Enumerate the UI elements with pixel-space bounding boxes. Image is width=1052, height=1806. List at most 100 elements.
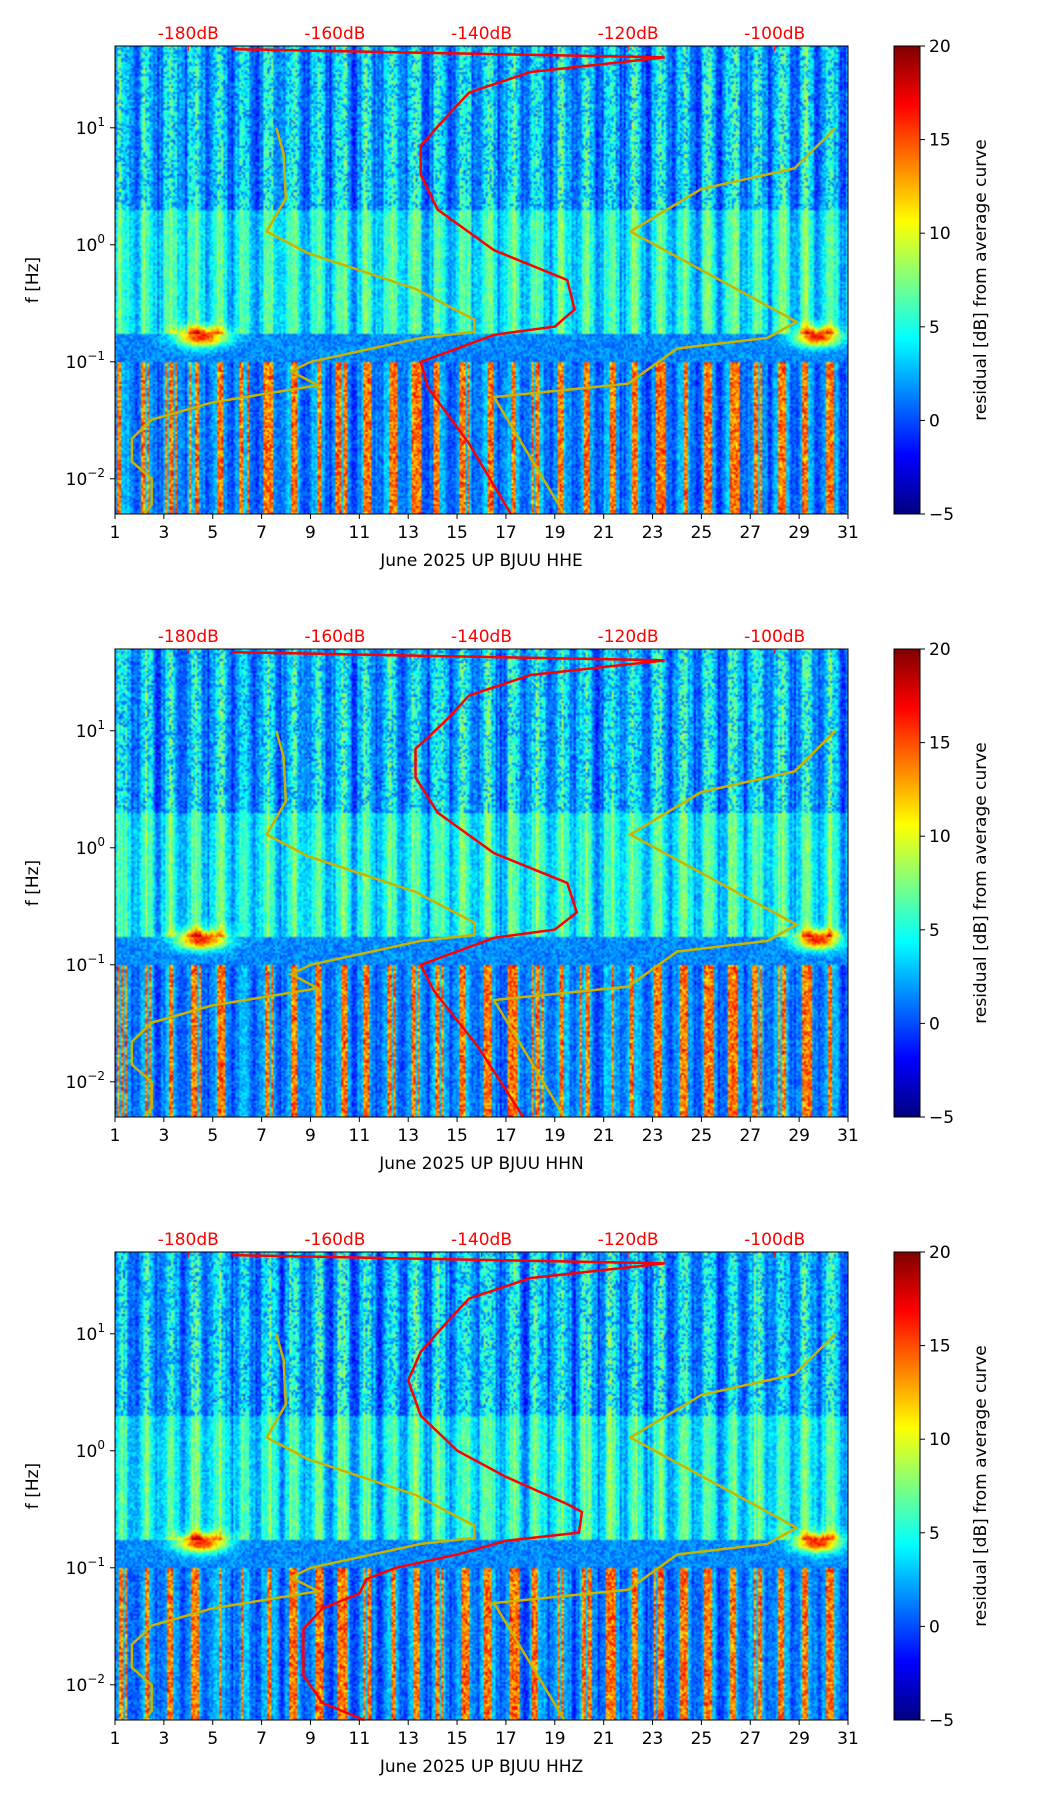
top-db-label: -180dB — [158, 24, 219, 44]
y-tick-exponent: 0 — [97, 1438, 105, 1452]
y-tick-exponent: −1 — [87, 1555, 105, 1569]
x-tick-label: 15 — [446, 1126, 468, 1146]
plot-frame — [114, 45, 849, 515]
x-tick-label: 25 — [691, 523, 713, 543]
x-tick-label: 27 — [739, 1126, 761, 1146]
top-db-label: -140dB — [451, 24, 512, 44]
y-tick-exponent: 1 — [97, 1321, 105, 1335]
x-tick-label: 15 — [446, 523, 468, 543]
colorbar-tick-label: 20 — [929, 640, 951, 660]
colorbar-tick-label: 10 — [929, 224, 951, 244]
low-noise-model-line — [130, 730, 476, 1118]
chart-svg: 1 3 5 7 9 11 13 15 17 19 21 23 25 27 29 3110−210−110010… — [23, 24, 991, 571]
x-tick-label: 5 — [207, 523, 218, 543]
x-tick-label: 7 — [256, 523, 267, 543]
x-tick-label: 7 — [256, 1729, 267, 1749]
x-tick-label: 29 — [788, 523, 810, 543]
colorbar-tick-label: −5 — [929, 1711, 954, 1731]
y-tick-base: 10 — [76, 1325, 98, 1345]
x-tick-label: 7 — [256, 1126, 267, 1146]
y-tick-base: 10 — [76, 236, 98, 256]
y-tick-base: 10 — [76, 1442, 98, 1462]
top-db-label: -160dB — [304, 627, 365, 647]
x-tick-label: 27 — [739, 1729, 761, 1749]
x-tick-label: 13 — [397, 1126, 419, 1146]
y-tick-exponent: −1 — [87, 952, 105, 966]
x-tick-label: 5 — [207, 1729, 218, 1749]
x-tick-label: 29 — [788, 1729, 810, 1749]
x-tick-label: 1 — [110, 1126, 121, 1146]
x-tick-label: 31 — [837, 523, 859, 543]
colorbar-tick-label: 20 — [929, 37, 951, 57]
top-db-label: -100dB — [744, 627, 805, 647]
x-tick-label: 29 — [788, 1126, 810, 1146]
top-db-label: -180dB — [158, 627, 219, 647]
x-tick-label: 21 — [593, 1126, 615, 1146]
colorbar-tick-label: 0 — [929, 1617, 940, 1637]
spectrogram-panel-1: 1 3 5 7 9 11 13 15 17 19 21 23 25 27 29 31 10−2 10−1 100 10… — [0, 0, 1052, 600]
colorbar-label: residual [dB] from average curve — [971, 139, 991, 420]
x-tick-label: 9 — [305, 1126, 316, 1146]
colorbar-label: residual [dB] from average curve — [971, 742, 991, 1023]
colorbar-label: residual [dB] from average curve — [971, 1345, 991, 1626]
spectrogram-image — [115, 649, 848, 1117]
x-tick-label: 11 — [349, 1126, 371, 1146]
plot-frame — [114, 1251, 849, 1721]
x-tick-label: 17 — [495, 1126, 517, 1146]
y-tick-base: 10 — [66, 1676, 88, 1696]
x-tick-label: 13 — [397, 523, 419, 543]
colorbar-tick-label: 20 — [929, 1243, 951, 1263]
y-tick-label: 100 — [76, 1438, 105, 1462]
y-axis-label: f [Hz] — [23, 257, 43, 303]
y-tick-exponent: −2 — [87, 1672, 105, 1686]
low-noise-model-line — [130, 127, 476, 515]
y-tick-exponent: 1 — [97, 115, 105, 129]
plot-frame — [114, 648, 849, 1118]
top-db-label: -140dB — [451, 1230, 512, 1250]
colorbar-tick-label: 15 — [929, 131, 951, 151]
y-tick-label: 10−2 — [66, 466, 105, 490]
y-tick-label: 101 — [76, 1321, 105, 1345]
y-tick-exponent: −2 — [87, 1069, 105, 1083]
x-tick-label: 21 — [593, 1729, 615, 1749]
y-tick-label: 101 — [76, 115, 105, 139]
y-tick-base: 10 — [66, 353, 88, 373]
x-tick-label: 9 — [305, 523, 316, 543]
colorbar-tick-label: 0 — [929, 411, 940, 431]
x-tick-label: 27 — [739, 523, 761, 543]
colorbar-tick-label: 15 — [929, 1337, 951, 1357]
x-axis-label: June 2025 UP BJUU HHN — [378, 1154, 583, 1174]
x-tick-label: 23 — [642, 523, 664, 543]
y-tick-label: 10−2 — [66, 1672, 105, 1696]
x-tick-label: 1 — [110, 1729, 121, 1749]
y-tick-label: 101 — [76, 718, 105, 742]
colorbar — [893, 1251, 921, 1721]
y-tick-label: 100 — [76, 232, 105, 256]
x-tick-label: 23 — [642, 1729, 664, 1749]
top-db-label: -180dB — [158, 1230, 219, 1250]
y-tick-exponent: 0 — [97, 232, 105, 246]
y-tick-base: 10 — [66, 956, 88, 976]
top-db-label: -120dB — [598, 24, 659, 44]
high-noise-model-line — [491, 126, 837, 515]
x-tick-label: 17 — [495, 523, 517, 543]
spectrogram-image — [115, 1252, 848, 1720]
y-tick-base: 10 — [66, 1559, 88, 1579]
x-tick-label: 19 — [544, 1126, 566, 1146]
y-tick-label: 100 — [76, 835, 105, 859]
high-noise-model-line — [491, 1332, 837, 1721]
top-db-label: -120dB — [598, 1230, 659, 1250]
y-tick-label: 10−2 — [66, 1069, 105, 1093]
x-tick-label: 23 — [642, 1126, 664, 1146]
y-tick-label: 10−1 — [66, 952, 105, 976]
y-tick-exponent: −2 — [87, 466, 105, 480]
y-tick-exponent: 0 — [97, 835, 105, 849]
x-tick-label: 3 — [158, 523, 169, 543]
median-psd-line — [232, 650, 665, 1118]
x-tick-label: 13 — [397, 1729, 419, 1749]
x-axis-label: June 2025 UP BJUU HHE — [379, 551, 582, 571]
colorbar-tick-label: 15 — [929, 734, 951, 754]
colorbar-tick-label: 5 — [929, 318, 940, 338]
colorbar-tick-label: −5 — [929, 1108, 954, 1128]
x-axis-label: June 2025 UP BJUU HHZ — [379, 1757, 583, 1777]
